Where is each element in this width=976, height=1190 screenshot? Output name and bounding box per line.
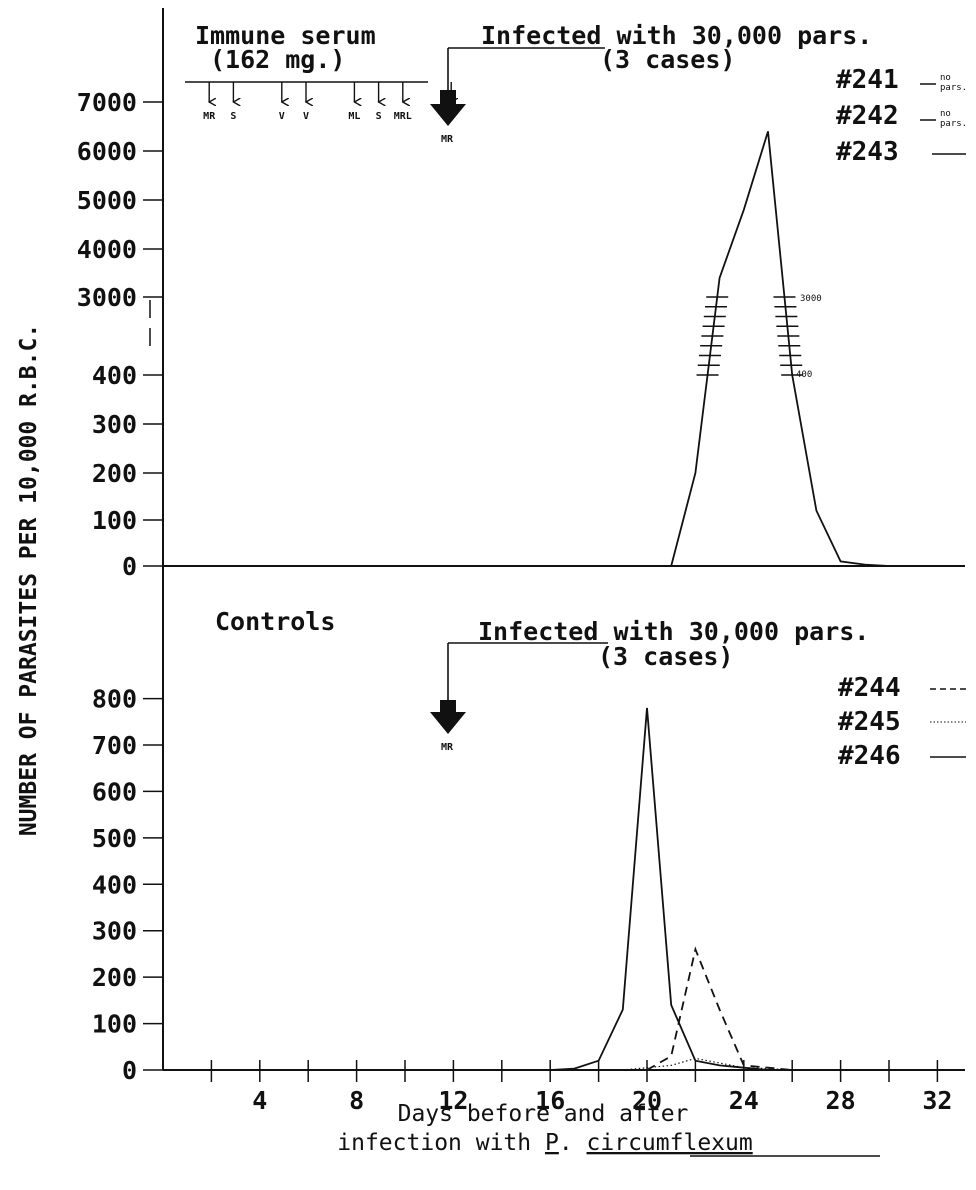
upper-y-tick-label: 0: [122, 552, 137, 581]
upper-y-tick-label: 200: [92, 459, 137, 488]
x-tick-label: 16: [535, 1086, 565, 1115]
upper-series: [670, 131, 890, 567]
lower-cases-label: (3 cases): [598, 642, 733, 671]
lower-y-tick-label: 100: [92, 1010, 137, 1039]
x-tick-label: 4: [252, 1086, 267, 1115]
upper-infected-word: Infected: [481, 21, 601, 50]
upper-y-tick-label: 4000: [77, 235, 137, 264]
upper-infection-marker-label: MR: [441, 134, 454, 145]
upper-dose-label: (162 mg.): [210, 45, 345, 74]
x-tick-label: 20: [632, 1086, 662, 1115]
lower-y-tick-label: 700: [92, 731, 137, 760]
injection-marker-label: S: [230, 111, 236, 122]
break-label-3000: 3000: [800, 294, 822, 304]
x-tick-label: 12: [438, 1086, 468, 1115]
lower-y-tick-label: 200: [92, 963, 137, 992]
lower-y-tick-label: 500: [92, 824, 137, 853]
upper-group-label: Immune serum: [195, 21, 376, 50]
lower-group-label: Controls: [215, 607, 335, 636]
injection-marker-label: ML: [348, 111, 360, 122]
lower-y-tick-label: 600: [92, 777, 137, 806]
x-ticks: 4 8 12 16 20 24 28 32: [210, 1060, 952, 1115]
x-tick-label: 28: [826, 1086, 856, 1115]
svg-text:Infected with 30,000 pars.: Infected with 30,000 pars.: [481, 21, 872, 50]
upper-y-tick-label: 300: [92, 410, 137, 439]
upper-infection-annotation: Infected with 30,000 pars. (3 cases) MR: [430, 21, 872, 145]
upper-y-tick-label: 5000: [77, 186, 137, 215]
svg-text:pars.: pars.: [940, 83, 967, 93]
upper-legend: #241 no pars. #242 no pars. #243: [836, 65, 967, 167]
svg-text:#241: #241: [836, 65, 899, 95]
svg-text:#246: #246: [838, 741, 901, 771]
svg-text:Infected with 30,000 pars.: Infected with 30,000 pars.: [478, 617, 869, 646]
svg-text:#245: #245: [838, 707, 901, 737]
break-label-400: 400: [796, 370, 812, 380]
lower-y-tick-label: 800: [92, 685, 137, 714]
svg-text:#243: #243: [836, 137, 899, 167]
x-axis-label-line2: infection with P. circumflexum: [337, 1130, 752, 1156]
svg-text:#244: #244: [838, 673, 901, 703]
series-line-245: [622, 1057, 793, 1071]
lower-infected-word: Infected: [478, 617, 598, 646]
svg-text:pars.: pars.: [940, 119, 967, 129]
x-axis-label-line1: Days before and after: [398, 1101, 689, 1127]
lower-infection-arrow-icon: [430, 700, 466, 734]
svg-text:no: no: [940, 73, 951, 83]
lower-y-tick-label: 400: [92, 870, 137, 899]
x-tick-label: 24: [729, 1086, 759, 1115]
injection-marker-label: S: [376, 111, 382, 122]
lower-y-tick-label: 300: [92, 917, 137, 946]
x-tick-label: 32: [922, 1086, 952, 1115]
upper-infection-arrow-icon: [430, 90, 466, 126]
upper-y-tick-label: 400: [92, 361, 137, 390]
upper-y-ticks: 7000 6000 5000 4000 3000 400 300 200 100 0: [77, 88, 163, 581]
upper-y-tick-label: 100: [92, 506, 137, 535]
series-line-243: [670, 131, 890, 567]
lower-y-tick-label: 0: [122, 1056, 137, 1085]
upper-cases-label: (3 cases): [600, 45, 735, 74]
series-line-244: [646, 946, 793, 1071]
injection-marker-label: MR: [203, 111, 216, 122]
lower-infection-marker-label: MR: [441, 742, 454, 753]
injection-markers: MRSVVMLSMRLV: [203, 82, 454, 122]
upper-y-tick-label: 6000: [77, 137, 137, 166]
lower-y-ticks: 800 700 600 500 400 300 200 100 0: [92, 685, 163, 1085]
injection-marker-label: MRL: [394, 111, 412, 122]
series-line-246: [550, 707, 769, 1071]
svg-text:no: no: [940, 109, 951, 119]
upper-y-tick-label: 7000: [77, 88, 137, 117]
injection-marker-label: V: [279, 111, 285, 122]
lower-series: [550, 707, 793, 1071]
injection-marker-label: V: [303, 111, 309, 122]
x-tick-label: 8: [349, 1086, 364, 1115]
y-axis-label: NUMBER OF PARASITES PER 10,000 R.B.C.: [16, 324, 42, 836]
lower-legend: #244 #245 #246: [838, 673, 966, 771]
lower-infection-annotation: Infected with 30,000 pars. (3 cases) MR: [430, 617, 869, 753]
upper-y-tick-label: 3000: [77, 283, 137, 312]
svg-text:#242: #242: [836, 101, 899, 131]
